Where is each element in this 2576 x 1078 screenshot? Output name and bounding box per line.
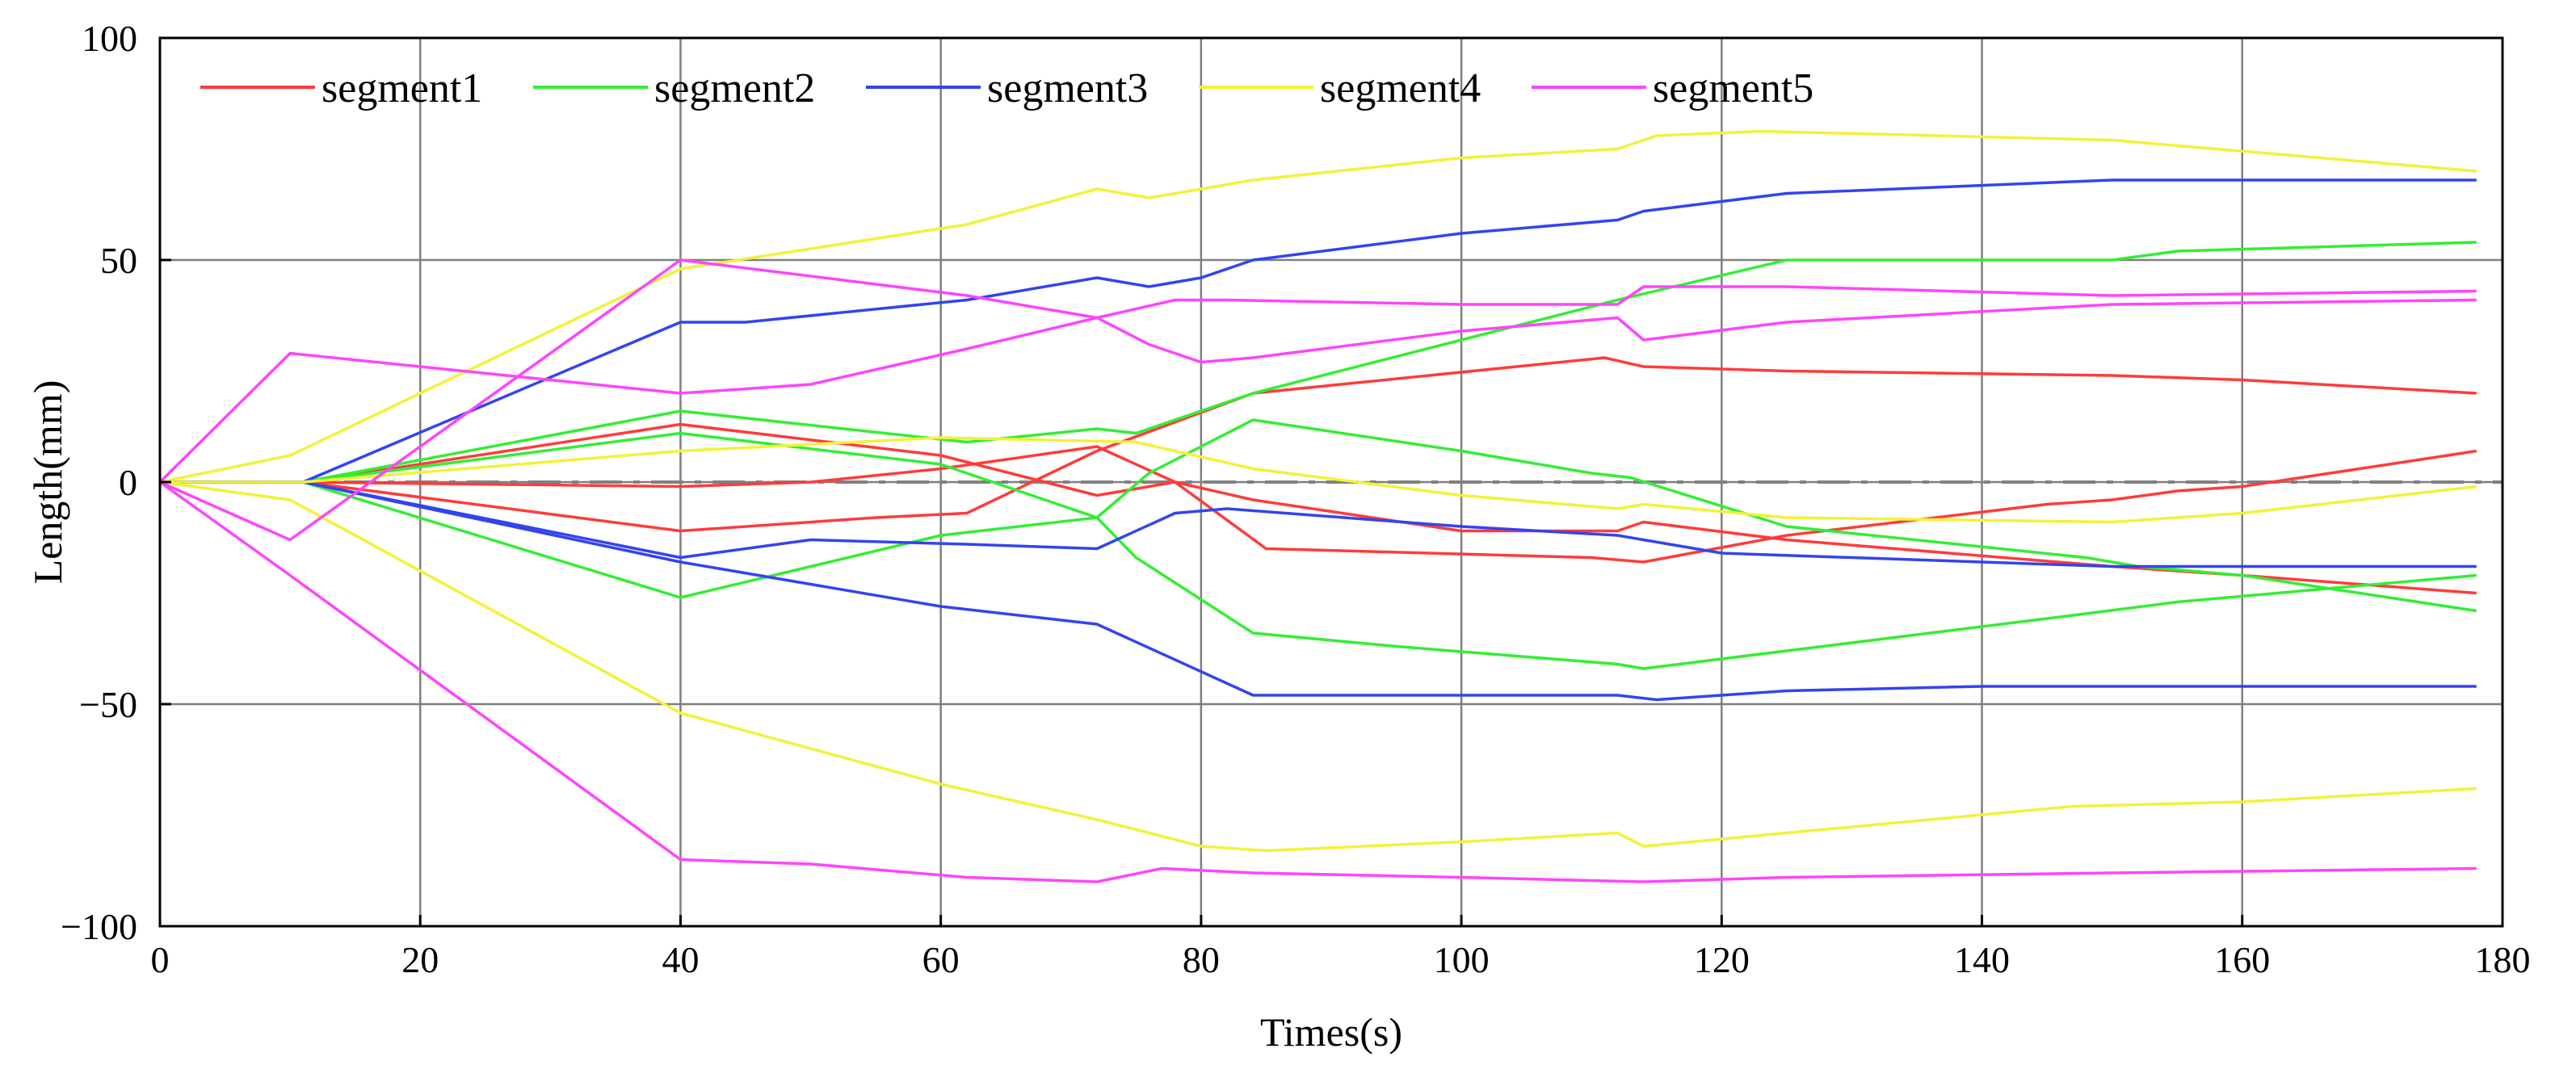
- y-tick-label: 0: [119, 462, 137, 503]
- y-axis-ticks: −100 −50 0 50 100: [61, 18, 171, 947]
- segment5-line-3: [158, 480, 2477, 883]
- legend-label-segment5: segment5: [1653, 65, 1813, 111]
- series-lines: [158, 129, 2477, 883]
- segment3-line-3: [160, 480, 2477, 702]
- legend-label-segment2: segment2: [654, 65, 815, 111]
- x-tick-label: 140: [1954, 939, 2010, 980]
- segment5-line-2: [159, 258, 2477, 542]
- x-tick-label: 0: [151, 939, 170, 980]
- segment3-line-1: [160, 178, 2477, 484]
- segment2-line-1: [160, 241, 2477, 484]
- legend-label-segment1: segment1: [321, 65, 482, 111]
- x-tick-label: 100: [1434, 939, 1490, 980]
- segment3-line-2: [160, 480, 2477, 568]
- segment5-line-1: [158, 285, 2477, 484]
- segment4-line-1: [159, 129, 2477, 484]
- x-tick-label: 180: [2475, 939, 2531, 980]
- segment4-line-3: [159, 480, 2477, 853]
- x-tick-label: 60: [922, 939, 960, 980]
- x-tick-label: 120: [1694, 939, 1750, 980]
- x-tick-label: 160: [2214, 939, 2270, 980]
- x-tick-label: 80: [1183, 939, 1220, 980]
- legend-label-segment4: segment4: [1320, 65, 1481, 111]
- y-tick-label: −50: [79, 684, 137, 725]
- y-axis-title: Length(mm): [25, 380, 70, 585]
- segment4-line-2: [160, 436, 2477, 524]
- segment2-line-3: [160, 480, 2477, 670]
- y-tick-label: −100: [61, 906, 137, 947]
- x-tick-label: 20: [401, 939, 439, 980]
- y-tick-label: 100: [82, 18, 137, 59]
- segment2-line-2: [160, 418, 2477, 613]
- x-axis-title: Times(s): [1260, 1009, 1402, 1055]
- legend-label-segment3: segment3: [987, 65, 1148, 111]
- y-tick-label: 50: [100, 240, 137, 281]
- segment1-line-1: [160, 422, 2477, 564]
- x-axis-ticks: 0 20 40 60 80 100 120 140 160 180: [151, 915, 2531, 980]
- x-tick-label: 40: [662, 939, 699, 980]
- legend: segment1 segment2 segment3 segment4 segment5: [200, 65, 1813, 111]
- segment1-line-3: [160, 445, 2477, 595]
